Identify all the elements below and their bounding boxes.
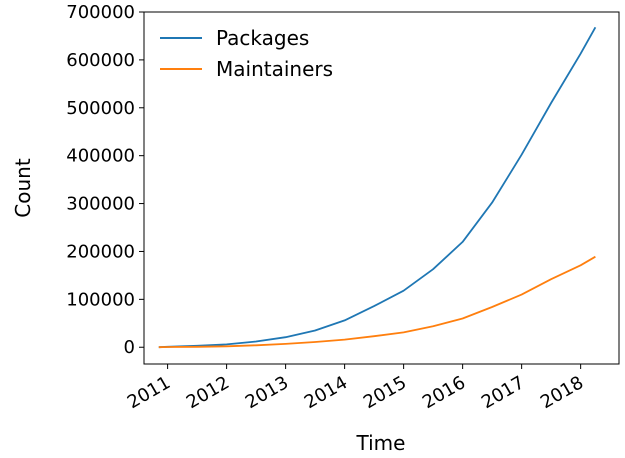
series-line-maintainers	[158, 255, 596, 349]
y-tick-label: 0	[124, 337, 135, 358]
legend-label-packages: Packages	[216, 26, 309, 50]
y-axis-ticks: 0 100000 200000 300000 400000 500000 600000 700…	[66, 2, 144, 358]
y-tick-label: 200000	[66, 241, 135, 262]
x-tick-label: 2016	[419, 372, 469, 413]
x-axis-ticks: 2011 2012 2013 2014 2015 2016 2017 2018	[124, 364, 587, 413]
series-lines	[158, 26, 597, 349]
plot-area	[143, 11, 620, 365]
x-tick-label: 2014	[301, 372, 351, 413]
x-tick-label: 2011	[124, 372, 174, 413]
x-tick-label: 2015	[360, 372, 410, 413]
y-tick-label: 600000	[66, 50, 135, 71]
x-axis-label: Time	[356, 431, 406, 455]
y-tick-label: 100000	[66, 289, 135, 310]
x-tick-label: 2013	[242, 372, 292, 413]
y-tick-label: 300000	[66, 194, 135, 215]
legend-label-maintainers: Maintainers	[216, 57, 333, 81]
x-tick-label: 2012	[183, 372, 233, 413]
x-tick-label: 2018	[537, 372, 587, 413]
y-tick-label: 500000	[66, 98, 135, 119]
legend: Packages Maintainers	[160, 26, 333, 81]
y-axis-label: Count	[11, 158, 35, 218]
y-tick-label: 700000	[66, 2, 135, 23]
series-line-packages	[158, 26, 597, 349]
x-tick-label: 2017	[478, 372, 528, 413]
y-tick-label: 400000	[66, 146, 135, 167]
